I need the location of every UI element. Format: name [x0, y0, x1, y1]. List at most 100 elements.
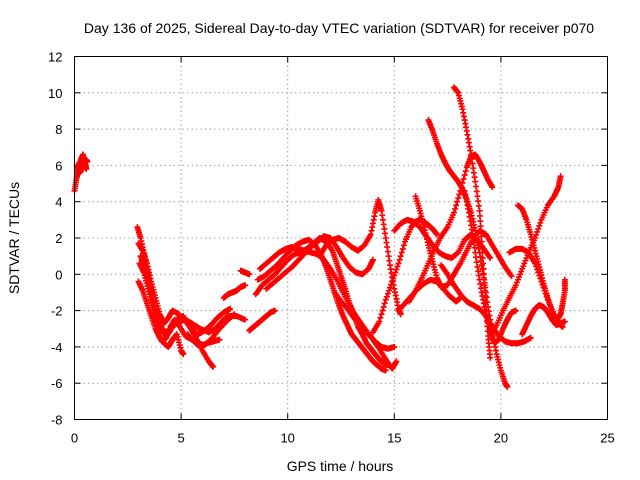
data-point: [508, 273, 515, 280]
data-point: [479, 249, 486, 256]
data-point: [480, 265, 487, 272]
data-point: [379, 307, 386, 314]
series-arc-15: [263, 233, 376, 292]
y-tick-label: 0: [55, 267, 62, 282]
series-arc-17: [331, 289, 400, 372]
y-tick-label: 2: [55, 231, 62, 246]
data-point: [450, 209, 457, 216]
data-point: [396, 256, 403, 263]
y-tick-label: -2: [51, 304, 63, 319]
x-tick-label: 20: [494, 431, 508, 446]
x-tick-label: 25: [600, 431, 614, 446]
data-point: [377, 314, 384, 321]
data-point: [397, 311, 404, 318]
data-point: [460, 176, 467, 183]
data-point: [210, 363, 217, 370]
data-point: [394, 263, 401, 270]
data-point: [561, 318, 568, 325]
data-point: [478, 238, 485, 245]
data-point: [536, 222, 543, 229]
data-point: [389, 278, 396, 285]
data-point: [504, 383, 511, 390]
data-point: [461, 172, 468, 179]
data-point: [382, 296, 389, 303]
series-arc-30: [519, 302, 568, 338]
data-point: [381, 300, 388, 307]
data-point: [480, 271, 487, 278]
data-point: [478, 233, 485, 240]
series-arc-09: [220, 282, 249, 301]
data-point: [376, 318, 383, 325]
series-arc-18: [369, 216, 440, 336]
data-point: [487, 254, 494, 261]
data-point: [481, 282, 488, 289]
data-point: [400, 242, 407, 249]
data-point: [180, 351, 187, 358]
data-point: [391, 343, 398, 350]
x-axis-label: GPS time / hours: [287, 458, 394, 474]
y-tick-label: 4: [55, 195, 62, 210]
data-point: [561, 276, 568, 283]
data-point: [393, 266, 400, 273]
data-point: [477, 218, 484, 225]
data-point: [456, 191, 463, 198]
data-point: [481, 287, 488, 294]
series-arc-05: [135, 278, 187, 358]
plot-frame: [74, 56, 608, 420]
data-point: [397, 253, 404, 260]
data-point: [527, 334, 534, 341]
data-point: [557, 173, 564, 180]
data-point: [479, 244, 486, 251]
x-tick-label: 0: [71, 431, 78, 446]
data-point: [380, 303, 387, 310]
data-point: [391, 272, 398, 279]
chart-title: Day 136 of 2025, Sidereal Day-to-day VTE…: [84, 20, 594, 36]
data-point: [534, 228, 541, 235]
data-point: [462, 168, 469, 175]
data-point: [399, 245, 406, 252]
data-point: [487, 354, 494, 361]
y-tick-label: -8: [51, 413, 63, 428]
data-point: [383, 293, 390, 300]
data-points: [71, 84, 568, 390]
data-point: [537, 219, 544, 226]
series-arc-10: [246, 307, 278, 334]
data-point: [478, 228, 485, 235]
data-point: [246, 271, 253, 278]
data-point: [476, 207, 483, 214]
data-point: [454, 250, 461, 257]
data-point: [387, 284, 394, 291]
y-tick-label: -6: [51, 376, 63, 391]
data-point: [477, 223, 484, 230]
data-point: [476, 212, 483, 219]
y-tick-label: -4: [51, 340, 63, 355]
y-tick-label: 12: [48, 50, 62, 65]
y-tick-label: 8: [55, 122, 62, 137]
series-arc-26: [461, 187, 519, 347]
data-point: [242, 282, 249, 289]
data-point: [393, 358, 400, 365]
data-point: [227, 305, 234, 312]
data-point: [385, 287, 392, 294]
series-arc-02: [73, 156, 91, 176]
data-point: [479, 254, 486, 261]
data-point: [84, 158, 91, 165]
data-point: [382, 367, 389, 374]
data-point: [369, 256, 376, 263]
data-point: [390, 275, 397, 282]
x-tick-label: 15: [387, 431, 401, 446]
data-point: [388, 281, 395, 288]
data-point: [480, 260, 487, 267]
data-point: [395, 260, 402, 267]
data-point: [533, 231, 540, 238]
y-tick-label: 10: [48, 86, 62, 101]
data-point: [398, 249, 405, 256]
y-tick-label: 6: [55, 158, 62, 173]
data-point: [433, 231, 440, 238]
data-point: [271, 307, 278, 314]
series-arc-16: [316, 196, 404, 318]
x-tick-label: 5: [177, 431, 184, 446]
series-arc-29: [514, 202, 568, 325]
data-point: [452, 205, 459, 212]
